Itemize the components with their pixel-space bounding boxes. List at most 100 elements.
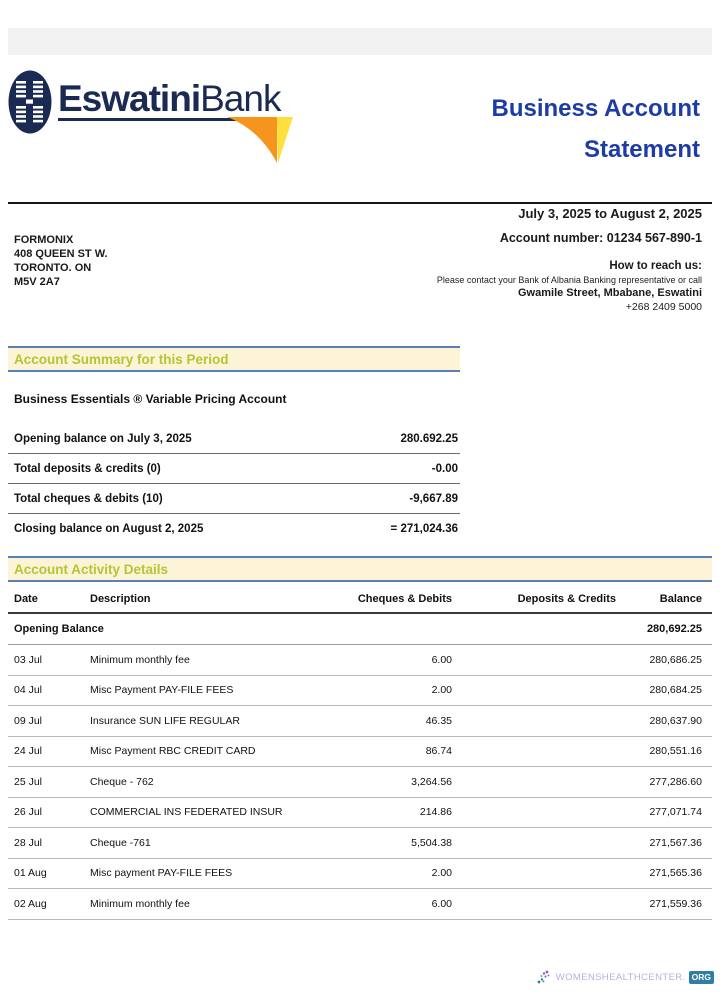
row-date: 26 Jul <box>14 806 43 819</box>
row-date: 09 Jul <box>14 714 43 727</box>
watermark-text: WOMENSHEALTHCENTER. <box>555 971 686 983</box>
table-row: 25 Jul Cheque - 762 3,264.56 277,286.60 <box>8 767 712 798</box>
reach-us-line1: Please contact your Bank of Albania Bank… <box>436 275 702 285</box>
table-row: 01 Aug Misc payment PAY-FILE FEES 2.00 2… <box>8 859 712 889</box>
opening-balance-row: Opening Balance 280,692.25 <box>8 614 712 645</box>
title-line-2: Statement <box>583 136 700 163</box>
table-row: 26 Jul COMMERCIAL INS FEDERATED INSUR 21… <box>8 798 712 828</box>
summary-row-debits: Total cheques & debits (10) -9,667.89 <box>8 484 460 514</box>
row-balance: 280,637.90 <box>649 714 702 727</box>
table-row: 28 Jul Cheque -761 5,504.38 271,567.36 <box>8 828 712 859</box>
summary-value: -0.00 <box>431 462 458 475</box>
col-header-debits: Cheques & Debits <box>357 593 452 605</box>
row-description: Cheque -761 <box>90 836 151 849</box>
table-row: 02 Aug Minimum monthly fee 6.00 271,559.… <box>8 889 712 920</box>
title-line-1: Business Account <box>491 95 701 122</box>
customer-address: FORMONIX 408 QUEEN ST W. TORONTO. ON M5V… <box>14 233 108 289</box>
row-description: COMMERCIAL INS FEDERATED INSUR <box>90 806 283 819</box>
reach-us-address: Gwamile Street, Mbabane, Eswatini <box>518 287 702 299</box>
row-description: Misc payment PAY-FILE FEES <box>90 867 233 880</box>
row-date: 24 Jul <box>14 745 43 758</box>
row-debit: 46.35 <box>425 714 452 727</box>
top-gray-bar <box>8 28 712 55</box>
account-number: Account number: 01234 567-890-1 <box>499 231 702 245</box>
row-description: Insurance SUN LIFE REGULAR <box>90 714 240 727</box>
summary-value: 280.692.25 <box>400 432 458 445</box>
col-header-date: Date <box>14 593 38 605</box>
table-row: 03 Jul Minimum monthly fee 6.00 280,686.… <box>8 645 712 676</box>
statement-info: July 3, 2025 to August 2, 2025 Account n… <box>437 206 702 313</box>
summary-value: = 271,024.36 <box>390 522 458 535</box>
row-description: Minimum monthly fee <box>90 653 190 666</box>
header-divider <box>8 202 712 204</box>
customer-name: FORMONIX <box>14 234 74 246</box>
brand-light-text: Bank <box>200 78 281 119</box>
row-date: 28 Jul <box>14 836 43 849</box>
row-balance: 277,071.74 <box>649 806 702 819</box>
col-header-description: Description <box>90 593 151 605</box>
row-debit: 214.86 <box>419 806 452 819</box>
summary-row-opening: Opening balance on July 3, 2025 280.692.… <box>8 424 460 454</box>
row-date: 03 Jul <box>14 653 43 666</box>
row-description: Misc Payment RBC CREDIT CARD <box>90 745 256 758</box>
customer-city: TORONTO. ON <box>14 262 92 274</box>
summary-section-header: Account Summary for this Period <box>8 346 460 372</box>
opening-balance-label: Opening Balance <box>14 623 104 635</box>
document-title: Business Account Statement <box>492 88 701 170</box>
brand-bold-text: Eswatini <box>58 78 201 119</box>
row-date: 01 Aug <box>14 867 47 880</box>
row-balance: 271,567.36 <box>649 836 702 849</box>
summary-label: Total deposits & credits (0) <box>14 462 161 475</box>
summary-section-title: Account Summary for this Period <box>14 351 229 367</box>
row-balance: 271,559.36 <box>649 897 702 910</box>
row-balance: 271,565.36 <box>649 867 702 880</box>
row-debit: 6.00 <box>431 653 452 666</box>
row-balance: 280,684.25 <box>649 684 702 697</box>
brand-wordmark: EswatiniBank <box>58 78 281 121</box>
row-balance: 280,686.25 <box>649 653 702 666</box>
row-description: Cheque - 762 <box>90 775 154 788</box>
row-balance: 277,286.60 <box>649 775 702 788</box>
row-debit: 3,264.56 <box>411 775 452 788</box>
row-debit: 2.00 <box>431 867 452 880</box>
summary-table: Opening balance on July 3, 2025 280.692.… <box>8 424 460 543</box>
summary-label: Closing balance on August 2, 2025 <box>14 522 204 535</box>
row-date: 04 Jul <box>14 684 43 697</box>
customer-postal: M5V 2A7 <box>14 276 60 288</box>
summary-label: Opening balance on July 3, 2025 <box>14 432 192 445</box>
watermark-swirl-icon <box>537 970 550 984</box>
activity-section-header: Account Activity Details <box>8 556 712 582</box>
summary-label: Total cheques & debits (10) <box>14 492 163 505</box>
reach-us-phone: +268 2409 5000 <box>625 301 702 313</box>
row-description: Misc Payment PAY-FILE FEES <box>90 684 234 697</box>
activity-header-row: Date Description Cheques & Debits Deposi… <box>8 586 712 614</box>
table-row: 09 Jul Insurance SUN LIFE REGULAR 46.35 … <box>8 706 712 737</box>
row-debit: 86.74 <box>425 745 452 758</box>
table-row: 04 Jul Misc Payment PAY-FILE FEES 2.00 2… <box>8 676 712 706</box>
watermark-org-badge: ORG <box>688 970 714 984</box>
customer-street: 408 QUEEN ST W. <box>14 248 108 260</box>
summary-row-deposits: Total deposits & credits (0) -0.00 <box>8 454 460 484</box>
col-header-credits: Deposits & Credits <box>517 593 616 605</box>
row-balance: 280,551.16 <box>649 745 702 758</box>
eswatini-emblem-icon <box>8 70 52 134</box>
summary-row-closing: Closing balance on August 2, 2025 = 271,… <box>8 514 460 543</box>
row-debit: 5,504.38 <box>411 836 452 849</box>
swoosh-graphic <box>227 117 293 163</box>
footer-watermark: WOMENSHEALTHCENTER. ORG <box>536 968 714 986</box>
row-date: 02 Aug <box>14 897 47 910</box>
activity-table: Date Description Cheques & Debits Deposi… <box>8 586 712 920</box>
opening-balance-value: 280,692.25 <box>646 623 702 635</box>
reach-us-title: How to reach us: <box>609 260 702 272</box>
product-name: Business Essentials ® Variable Pricing A… <box>14 392 287 406</box>
row-description: Minimum monthly fee <box>90 897 190 910</box>
activity-section-title: Account Activity Details <box>14 561 169 577</box>
row-date: 25 Jul <box>14 775 43 788</box>
col-header-balance: Balance <box>659 593 702 605</box>
statement-period: July 3, 2025 to August 2, 2025 <box>518 206 702 221</box>
table-row: 24 Jul Misc Payment RBC CREDIT CARD 86.7… <box>8 737 712 767</box>
row-debit: 2.00 <box>431 684 452 697</box>
summary-value: -9,667.89 <box>409 492 458 505</box>
row-debit: 6.00 <box>431 897 452 910</box>
